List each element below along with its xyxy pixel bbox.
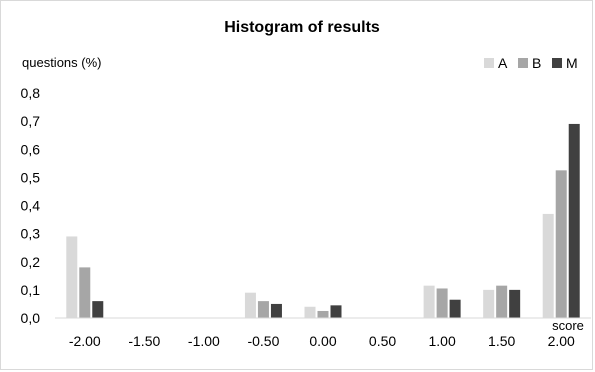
bar-b (436, 288, 448, 318)
bar-a (483, 289, 495, 318)
bar-a (66, 236, 78, 318)
legend-swatch-a (484, 58, 494, 68)
bar-m (270, 303, 282, 318)
x-tick-label: -2.00 (69, 333, 101, 349)
bars (66, 123, 580, 318)
bar-b (79, 267, 91, 318)
legend-label-a: A (498, 55, 508, 71)
bar-a (423, 285, 435, 318)
bar-m (509, 289, 521, 318)
chart-title: Histogram of results (224, 19, 380, 36)
y-tick-label: 0,4 (21, 198, 41, 214)
y-tick-label: 0,5 (21, 169, 41, 185)
legend-label-m: M (566, 55, 578, 71)
bar-b (555, 170, 567, 318)
y-axis-label: questions (%) (22, 55, 101, 70)
x-tick-label: 0.00 (309, 333, 336, 349)
bar-m (568, 123, 580, 318)
x-tick-label: -0.50 (247, 333, 279, 349)
bar-m (330, 305, 342, 318)
y-tick-label: 0,6 (21, 141, 41, 157)
bar-a (244, 292, 256, 318)
y-tick-label: 0,3 (21, 226, 41, 242)
x-tick-label: 1.00 (428, 333, 455, 349)
x-tick-label: -1.00 (188, 333, 220, 349)
bar-b (317, 310, 329, 318)
y-axis-ticks: 0,0 0,1 0,2 0,3 0,4 0,5 0,6 0,7 0,8 (21, 85, 41, 326)
bar-m (92, 301, 104, 318)
x-tick-label: 2.00 (548, 333, 575, 349)
x-axis-label: score (552, 318, 584, 333)
bar-b (257, 301, 269, 318)
y-tick-label: 0,0 (21, 310, 41, 326)
y-tick-label: 0,8 (21, 85, 41, 101)
y-tick-label: 0,1 (21, 282, 41, 298)
bar-m (449, 299, 461, 318)
x-tick-label: -1.50 (128, 333, 160, 349)
y-tick-label: 0,7 (21, 113, 41, 129)
x-tick-label: 0.50 (369, 333, 396, 349)
y-tick-label: 0,2 (21, 254, 41, 270)
bar-a (542, 213, 554, 318)
bar-a (304, 306, 316, 318)
legend-swatch-b (518, 58, 528, 68)
x-axis-ticks: -2.00 -1.50 -1.00 -0.50 0.00 0.50 1.00 1.50 2.00 (69, 333, 575, 349)
bar-b (496, 285, 508, 318)
legend-label-b: B (532, 55, 541, 71)
x-tick-label: 1.50 (488, 333, 515, 349)
legend-swatch-m (552, 58, 562, 68)
